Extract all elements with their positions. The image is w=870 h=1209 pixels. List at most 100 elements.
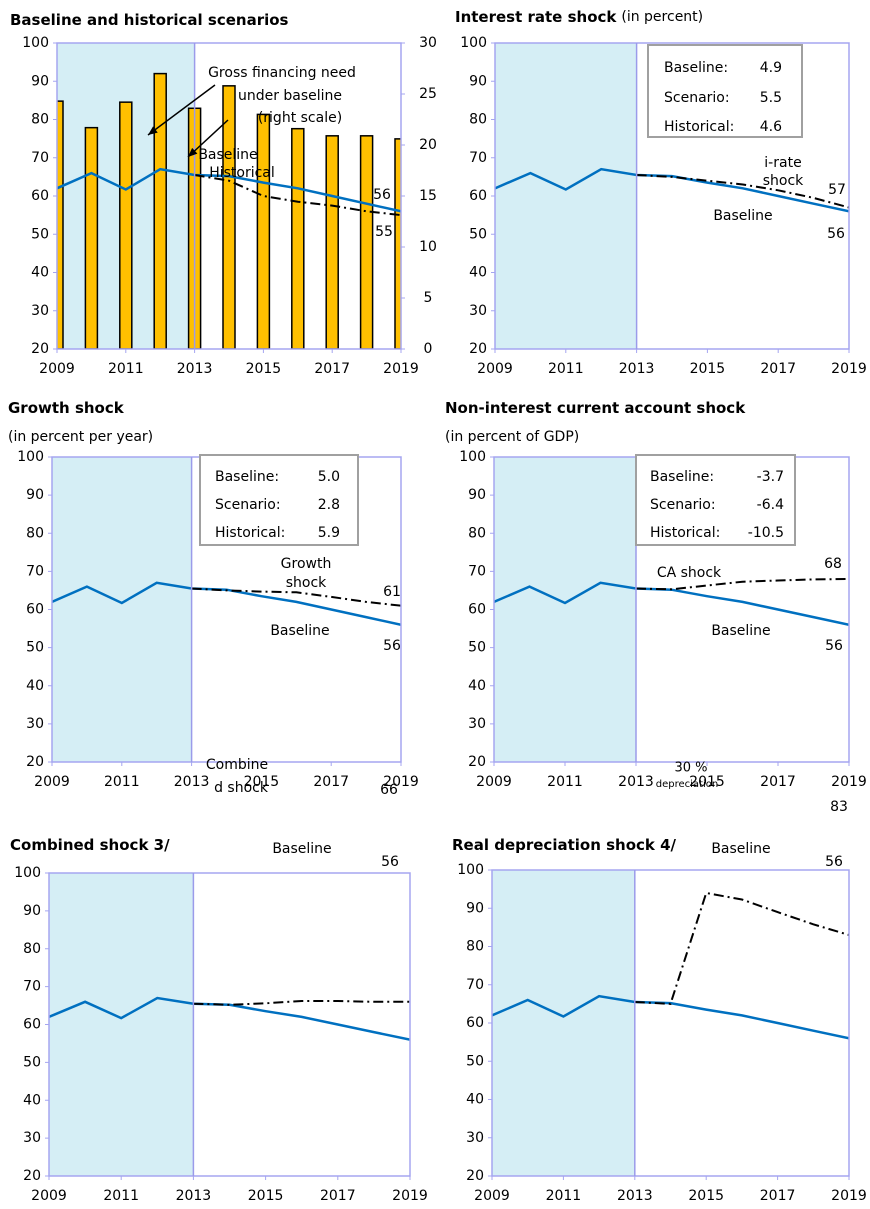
bar <box>222 85 236 349</box>
annotation: Baseline <box>711 841 770 857</box>
y-tick-label: 80 <box>469 112 487 128</box>
x-tick-label: 2015 <box>244 774 280 790</box>
y-tick-label: 60 <box>26 602 44 618</box>
y-tick-label: 50 <box>26 640 44 656</box>
scenario-line <box>636 174 849 209</box>
y-tick-label: 40 <box>466 1092 484 1108</box>
x-tick-label: 2011 <box>103 1188 139 1204</box>
title-text: Interest rate shock <box>455 8 617 26</box>
y2-tick-label: 10 <box>419 239 437 255</box>
box-value: -3.7 <box>757 469 784 485</box>
annotation: 30 % <box>674 761 707 776</box>
scenario-line <box>194 174 401 217</box>
y-tick-label: 90 <box>23 903 41 919</box>
x-tick-label: 2011 <box>104 774 140 790</box>
box-label: Historical: <box>664 119 734 135</box>
end-label: 55 <box>375 224 393 240</box>
annotation: (right scale) <box>258 110 342 126</box>
scenario-line <box>191 587 401 607</box>
x-tick-label: 2009 <box>31 1188 67 1204</box>
y-tick-label: 100 <box>460 35 487 51</box>
shaded-region <box>494 457 636 762</box>
x-tick-label: 2017 <box>313 774 349 790</box>
box-value: -6.4 <box>757 497 784 513</box>
plot-area <box>57 72 401 349</box>
arrow-head <box>188 147 198 157</box>
x-tick-label: 2013 <box>618 774 654 790</box>
box-value: 5.5 <box>760 90 782 106</box>
subtitle: (in percent of GDP) <box>445 429 579 445</box>
scenario-line <box>635 578 849 591</box>
annotation: Gross financing need <box>208 65 356 81</box>
y-tick-label: 100 <box>457 862 484 878</box>
annotation: Combine <box>206 757 268 773</box>
box-value: 4.6 <box>760 119 782 135</box>
x-tick-label: 2017 <box>760 774 796 790</box>
x-tick-label: 2009 <box>34 774 70 790</box>
x-tick-label: 2013 <box>619 361 655 377</box>
y-tick-label: 100 <box>14 865 41 881</box>
bar <box>57 100 64 349</box>
y2-tick-label: 20 <box>419 137 437 153</box>
annotation: i-rate <box>764 155 801 171</box>
y-tick-label: 70 <box>469 150 487 166</box>
plot-area <box>492 891 849 1040</box>
subtitle: (in percent per year) <box>8 429 153 445</box>
y-tick-label: 90 <box>31 73 49 89</box>
x-tick-label: 2015 <box>248 1188 284 1204</box>
y2-tick-label: 5 <box>424 290 433 306</box>
shaded-region <box>492 870 635 1176</box>
arrow-head <box>148 126 158 135</box>
x-tick-label: 2015 <box>689 774 725 790</box>
y-tick-label: 80 <box>468 525 486 541</box>
y-tick-label: 20 <box>23 1168 41 1184</box>
end-label: 56 <box>827 226 845 242</box>
end-label: 66 <box>380 782 398 798</box>
y-tick-label: 70 <box>466 977 484 993</box>
y-tick-label: 20 <box>466 1168 484 1184</box>
x-tick-label: 2011 <box>108 361 144 377</box>
y-tick-label: 30 <box>31 303 49 319</box>
y2-tick-label: 30 <box>419 35 437 51</box>
box-value: 2.8 <box>318 497 340 513</box>
y-tick-label: 70 <box>31 150 49 166</box>
x-tick-label: 2011 <box>546 1188 582 1204</box>
y2-tick-label: 25 <box>419 86 437 102</box>
panel: Growth shock (in percent per year) 20 30 40 5… <box>8 399 419 791</box>
bar <box>291 127 305 349</box>
y-tick-label: 30 <box>23 1130 41 1146</box>
title-text: Combined shock 3/ <box>10 836 170 854</box>
end-label: 56 <box>825 638 843 654</box>
y-tick-label: 40 <box>468 678 486 694</box>
annotation: Baseline <box>711 623 770 639</box>
y-tick-label: 50 <box>469 226 487 242</box>
x-tick-label: 2017 <box>320 1188 356 1204</box>
y-tick-label: 70 <box>26 563 44 579</box>
y-tick-label: 70 <box>23 979 41 995</box>
baseline-line <box>49 996 410 1041</box>
x-tick-label: 2019 <box>831 774 867 790</box>
info-box <box>647 44 803 138</box>
x-tick-label: 2013 <box>617 1188 653 1204</box>
y-tick-label: 40 <box>31 265 49 281</box>
box-label: Scenario: <box>650 497 716 513</box>
y-tick-label: 100 <box>22 35 49 51</box>
box-label: Historical: <box>215 525 285 541</box>
x-tick-label: 2013 <box>176 1188 212 1204</box>
y-tick-label: 90 <box>26 487 44 503</box>
shaded-region <box>52 457 192 762</box>
chart-title: Interest rate shock (in percent) <box>455 8 703 26</box>
x-tick-label: 2017 <box>760 1188 796 1204</box>
bar <box>359 135 374 349</box>
title-text: Growth shock <box>8 399 125 417</box>
box-label: Baseline: <box>664 60 728 76</box>
panel: Non-interest current account shock (in pe… <box>445 399 867 791</box>
title-text: Non-interest current account shock <box>445 399 746 417</box>
end-label: 56 <box>383 638 401 654</box>
subtitle: (in percent) <box>621 9 703 25</box>
y-tick-label: 80 <box>31 112 49 128</box>
end-label: 83 <box>830 799 848 815</box>
title-text: Real depreciation shock 4/ <box>452 836 677 854</box>
y-tick-label: 90 <box>466 900 484 916</box>
